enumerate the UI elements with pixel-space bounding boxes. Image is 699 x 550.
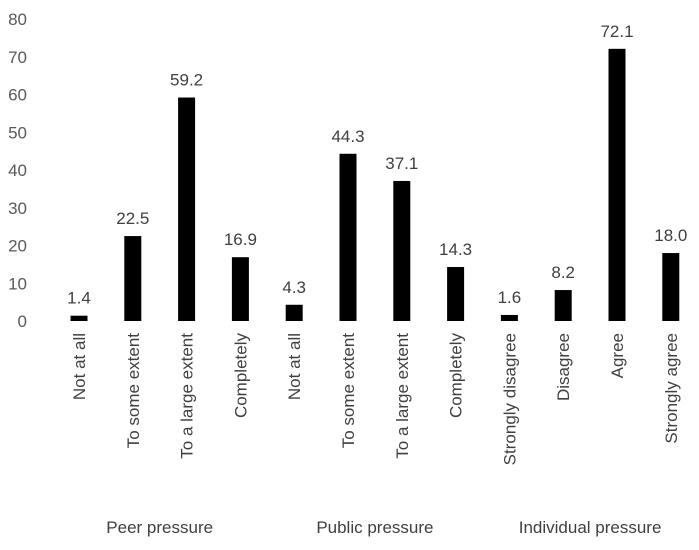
data-label: 4.3 bbox=[282, 278, 306, 297]
category-label: Not at all bbox=[70, 333, 89, 400]
category-label: Agree bbox=[608, 333, 627, 378]
data-label: 18.0 bbox=[654, 226, 687, 245]
bar bbox=[554, 290, 572, 321]
bar bbox=[339, 153, 357, 321]
category-label: Completely bbox=[447, 333, 466, 419]
group-label: Public pressure bbox=[316, 518, 433, 537]
bar bbox=[124, 236, 142, 321]
bar bbox=[662, 253, 680, 321]
data-label: 8.2 bbox=[551, 263, 575, 282]
y-tick-label: 10 bbox=[8, 274, 27, 293]
bar bbox=[500, 314, 518, 321]
category-label: To a large extent bbox=[178, 333, 197, 459]
bar bbox=[70, 315, 88, 321]
bar bbox=[608, 48, 626, 321]
y-tick-label: 60 bbox=[8, 86, 27, 105]
data-label: 1.4 bbox=[67, 289, 91, 308]
category-label: Strongly disagree bbox=[500, 333, 519, 465]
y-tick-label: 30 bbox=[8, 199, 27, 218]
y-tick-label: 40 bbox=[8, 161, 27, 180]
category-labels: Not at all To some extent To a large exten… bbox=[70, 333, 681, 466]
data-label: 59.2 bbox=[170, 71, 203, 90]
data-label: 16.9 bbox=[224, 230, 257, 249]
bars bbox=[70, 48, 680, 322]
data-label: 1.6 bbox=[498, 288, 522, 307]
y-axis: 0 10 20 30 40 50 60 70 80 bbox=[8, 10, 27, 331]
bar bbox=[447, 267, 465, 321]
category-label: Not at all bbox=[285, 333, 304, 400]
category-label: To some extent bbox=[339, 333, 358, 449]
bar bbox=[285, 304, 303, 321]
data-labels: 1.4 22.5 59.2 16.9 4.3 44.3 37.1 14.3 1.6 8.2 72.1… bbox=[67, 22, 687, 308]
y-tick-label: 80 bbox=[8, 10, 27, 29]
group-label: Individual pressure bbox=[519, 518, 662, 537]
y-tick-label: 0 bbox=[18, 312, 27, 331]
bar bbox=[231, 257, 249, 321]
data-label: 22.5 bbox=[116, 209, 149, 228]
y-tick-label: 70 bbox=[8, 48, 27, 67]
group-labels: Peer pressure Public pressure Individual p… bbox=[106, 518, 661, 537]
data-label: 14.3 bbox=[439, 240, 472, 259]
bar bbox=[393, 180, 411, 321]
bar bbox=[178, 97, 196, 322]
data-label: 37.1 bbox=[385, 154, 418, 173]
data-label: 72.1 bbox=[600, 22, 633, 41]
group-label: Peer pressure bbox=[106, 518, 213, 537]
category-label: To a large extent bbox=[393, 333, 412, 459]
category-label: Strongly agree bbox=[662, 333, 681, 444]
category-label: Disagree bbox=[554, 333, 573, 401]
y-tick-label: 50 bbox=[8, 123, 27, 142]
category-label: To some extent bbox=[124, 333, 143, 449]
y-tick-label: 20 bbox=[8, 237, 27, 256]
category-label: Completely bbox=[231, 333, 250, 419]
data-label: 44.3 bbox=[331, 127, 364, 146]
